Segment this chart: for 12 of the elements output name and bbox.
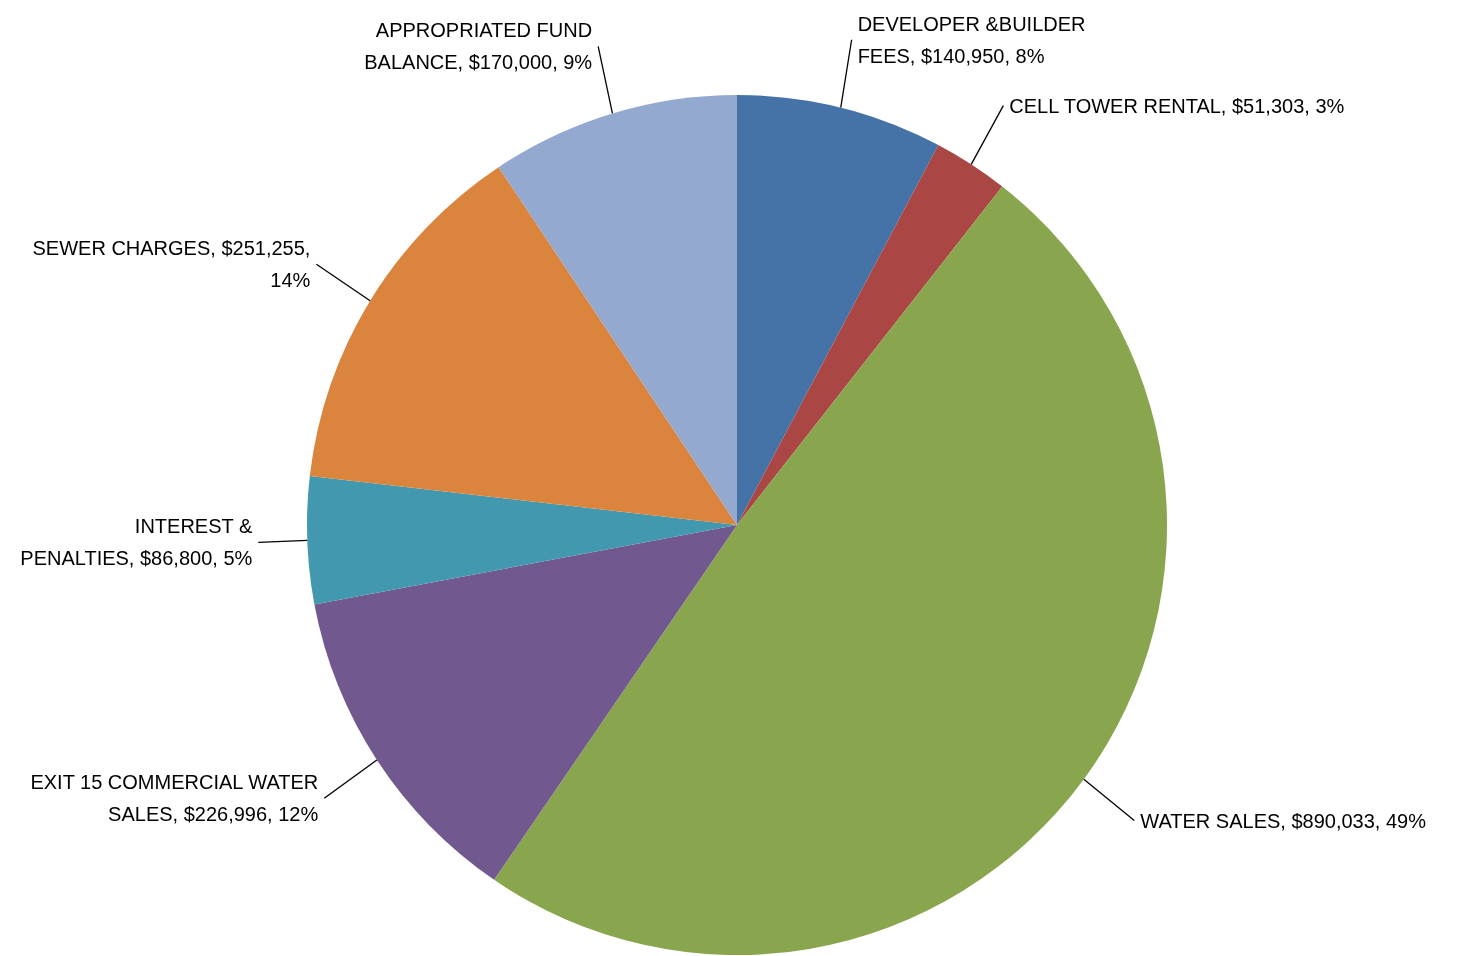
slice-label: CELL TOWER RENTAL, $51,303, 3% (1009, 94, 1345, 117)
pie-slice (737, 145, 1003, 525)
pie-slice (309, 167, 737, 525)
slice-label: INTEREST & PENALTIES, $86,800, 5% (20, 515, 253, 570)
slice-label: SEWER CHARGES, $251,255, 14% (32, 237, 311, 292)
pie-slice (498, 95, 737, 525)
slice-label: APPROPRIATED FUND BALANCE, $170,000, 9% (364, 19, 593, 74)
pie-slice (307, 475, 737, 605)
slice-label: DEVELOPER &BUILDER FEES, $140,950, 8% (857, 12, 1086, 67)
pie-slice (737, 95, 939, 525)
slice-label: WATER SALES, $890,033, 49% (1140, 809, 1427, 832)
slice-label: EXIT 15 COMMERCIAL WATER SALES, $226,996, 12% (30, 771, 319, 826)
